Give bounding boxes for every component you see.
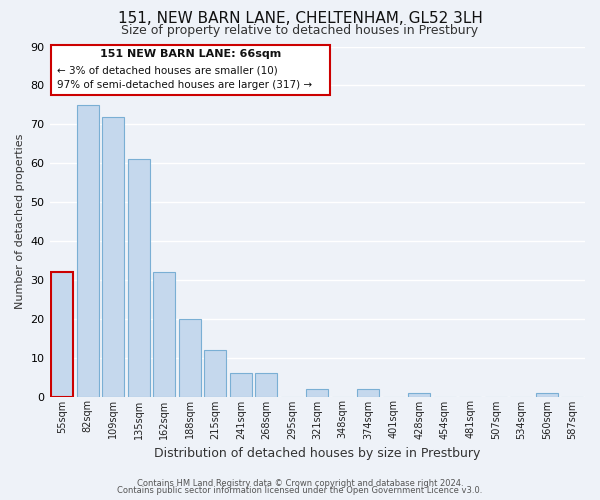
Bar <box>205 350 226 397</box>
Text: Contains HM Land Registry data © Crown copyright and database right 2024.: Contains HM Land Registry data © Crown c… <box>137 478 463 488</box>
Text: 151, NEW BARN LANE, CHELTENHAM, GL52 3LH: 151, NEW BARN LANE, CHELTENHAM, GL52 3LH <box>118 11 482 26</box>
Bar <box>52 272 73 396</box>
Bar <box>409 392 430 396</box>
Y-axis label: Number of detached properties: Number of detached properties <box>15 134 25 309</box>
Bar <box>256 373 277 396</box>
Bar <box>536 392 557 396</box>
FancyBboxPatch shape <box>51 44 330 95</box>
Text: ← 3% of detached houses are smaller (10): ← 3% of detached houses are smaller (10) <box>57 66 278 76</box>
Text: Contains public sector information licensed under the Open Government Licence v3: Contains public sector information licen… <box>118 486 482 495</box>
Bar <box>103 116 124 396</box>
Bar <box>154 272 175 396</box>
Bar <box>230 373 251 396</box>
Bar <box>77 105 98 397</box>
Bar <box>307 388 328 396</box>
Text: Size of property relative to detached houses in Prestbury: Size of property relative to detached ho… <box>121 24 479 37</box>
Bar <box>358 388 379 396</box>
X-axis label: Distribution of detached houses by size in Prestbury: Distribution of detached houses by size … <box>154 447 481 460</box>
Text: 97% of semi-detached houses are larger (317) →: 97% of semi-detached houses are larger (… <box>57 80 313 90</box>
Bar <box>128 160 149 396</box>
Bar <box>179 318 200 396</box>
Text: 151 NEW BARN LANE: 66sqm: 151 NEW BARN LANE: 66sqm <box>100 49 281 59</box>
